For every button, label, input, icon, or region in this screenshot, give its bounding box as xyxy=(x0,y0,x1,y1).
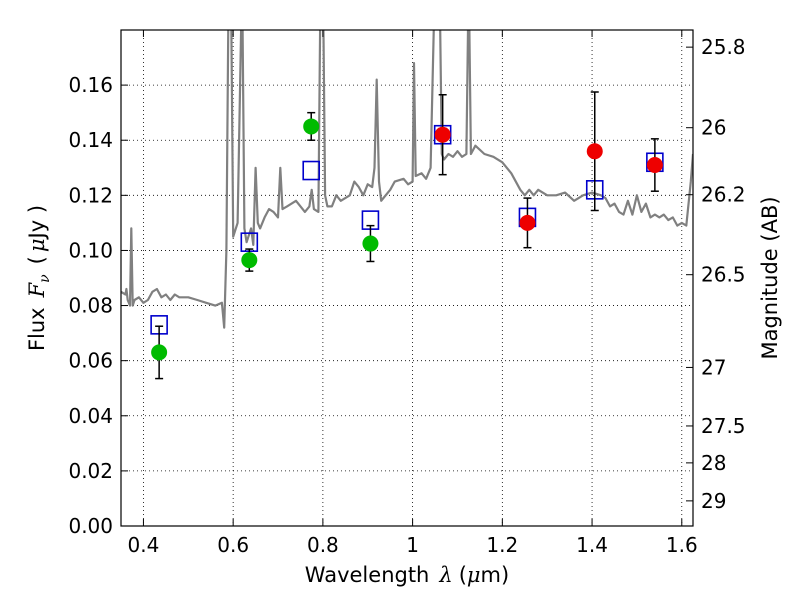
data-area xyxy=(121,30,693,380)
grid xyxy=(121,30,693,527)
y-tick-label: 0.04 xyxy=(68,404,113,428)
ticks: 0.4 0.6 0.8 1 1.2 1.4 1.6 0.00 0.02 0.04 0.06 0.08 0… xyxy=(68,30,746,557)
x-tick-label: 1 xyxy=(406,533,419,557)
y2-axis-title: Magnitude (AB) xyxy=(758,196,782,359)
y-tick-label: 0.10 xyxy=(68,238,113,262)
spectrum-line xyxy=(121,30,693,329)
y-tick-label: 0.02 xyxy=(68,459,113,483)
x-tick-label: 1.6 xyxy=(666,533,698,557)
y2-tick-label: 25.8 xyxy=(701,35,746,59)
y2-tick-label: 27 xyxy=(701,355,726,379)
y-tick-label: 0.08 xyxy=(68,294,113,318)
y2-tick-label: 27.5 xyxy=(701,414,746,438)
y2-tick-label: 29 xyxy=(701,489,726,513)
observed-point xyxy=(519,214,536,231)
model-square-marker xyxy=(302,160,321,181)
y-tick-label: 0.00 xyxy=(68,514,113,538)
x-tick-label: 1.4 xyxy=(576,533,608,557)
y2-tick-label: 26.5 xyxy=(701,263,746,287)
observed-point xyxy=(362,235,379,252)
observed-point xyxy=(241,252,258,269)
observed-point xyxy=(151,344,168,361)
y-tick-label: 0.06 xyxy=(68,349,113,373)
y2-tick-label: 26.2 xyxy=(701,183,746,207)
x-tick-label: 0.8 xyxy=(307,533,339,557)
y-axis-title: FluxFν(μJy ) xyxy=(25,205,53,351)
x-tick-label: 1.2 xyxy=(486,533,518,557)
x-axis-title: Wavelength λ (μm) xyxy=(305,563,509,587)
x-tick-label: 0.6 xyxy=(217,533,249,557)
observed-point xyxy=(303,118,320,135)
observed-point xyxy=(434,126,451,143)
y-tick-label: 0.12 xyxy=(68,183,113,207)
observed-point xyxy=(646,157,663,174)
observed-point xyxy=(586,143,603,160)
y2-tick-label: 28 xyxy=(701,451,726,475)
y-tick-label: 0.14 xyxy=(68,128,113,152)
x-tick-label: 0.4 xyxy=(128,533,160,557)
plot-frame xyxy=(120,29,694,527)
y2-tick-label: 26 xyxy=(701,116,726,140)
y-tick-label: 0.16 xyxy=(68,73,113,97)
